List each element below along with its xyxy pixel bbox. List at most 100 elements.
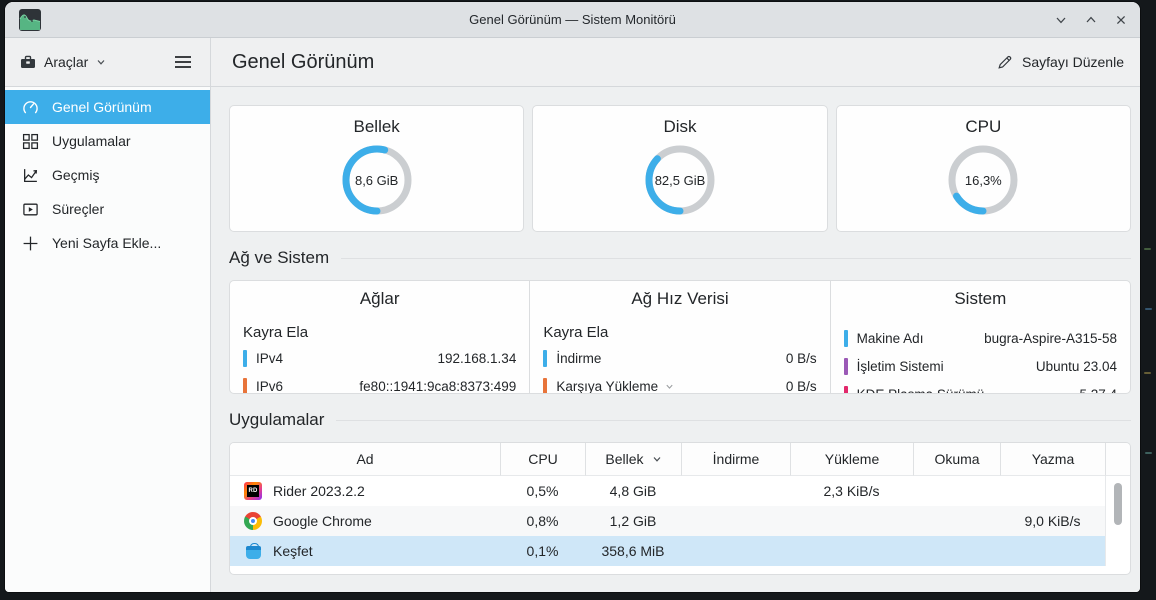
column-header-write[interactable]: Yazma bbox=[1000, 443, 1105, 476]
processes-icon bbox=[22, 201, 39, 218]
cell-download bbox=[681, 536, 790, 566]
cell-cpu: 0,8% bbox=[500, 506, 585, 536]
table-header-row: Ad CPU Bellek İndirme Yükleme Okuma Yazm… bbox=[230, 443, 1130, 476]
sensor-color-bar bbox=[843, 385, 848, 393]
hamburger-menu-icon[interactable] bbox=[170, 51, 196, 73]
applications-table: Ad CPU Bellek İndirme Yükleme Okuma Yazm… bbox=[229, 442, 1131, 575]
table-row-discover[interactable]: Keşfet 0,1% 358,6 MiB bbox=[230, 536, 1130, 566]
column-header-spacer bbox=[1105, 443, 1130, 476]
sensor-row-upload: Karşıya Yükleme 0 B/s bbox=[543, 372, 817, 393]
sidebar: Araçlar bbox=[5, 38, 211, 592]
sidebar-item-processes[interactable]: Süreçler bbox=[5, 192, 210, 226]
gauge-value: 16,3% bbox=[964, 172, 1002, 188]
tools-menu-label: Araçlar bbox=[44, 54, 89, 70]
column-title: Sistem bbox=[954, 289, 1007, 308]
network-system-card: Ağlar Kayra Ela IPv4 192.168.1.34 IPv6 bbox=[229, 280, 1131, 394]
page-title: Genel Görünüm bbox=[232, 50, 375, 73]
sensor-label: Karşıya Yükleme bbox=[556, 379, 674, 393]
table-row-rider[interactable]: RD Rider 2023.2.2 0,5% 4,8 GiB 2,3 KiB/s bbox=[230, 476, 1130, 506]
disk-gauge-card: Disk 82,5 GiB bbox=[532, 105, 828, 232]
overview-page: Bellek 8,6 GiB Disk bbox=[211, 87, 1140, 592]
rider-app-icon: RD bbox=[244, 482, 262, 500]
memory-gauge: 8,6 GiB bbox=[339, 142, 415, 218]
table-row-chrome[interactable]: Google Chrome 0,8% 1,2 GiB 9,0 KiB/s bbox=[230, 506, 1130, 536]
edit-page-label: Sayfayı Düzenle bbox=[1022, 54, 1124, 70]
maximize-button[interactable] bbox=[1084, 13, 1098, 27]
network-system-section-header: Ağ ve Sistem bbox=[229, 248, 1131, 268]
app-name: Google Chrome bbox=[273, 513, 372, 529]
sensor-label: IPv6 bbox=[256, 378, 284, 394]
section-title: Ağ ve Sistem bbox=[229, 248, 330, 267]
close-button[interactable] bbox=[1114, 13, 1128, 27]
section-title: Uygulamalar bbox=[229, 410, 325, 429]
column-header-upload[interactable]: Yükleme bbox=[790, 443, 913, 476]
cell-read bbox=[913, 506, 1000, 536]
cell-download bbox=[681, 506, 790, 536]
column-title: Ağlar bbox=[359, 289, 400, 308]
memory-gauge-card: Bellek 8,6 GiB bbox=[229, 105, 525, 232]
sensor-label: İşletim Sistemi bbox=[856, 358, 944, 374]
cell-cpu: 0,1% bbox=[500, 536, 585, 566]
cell-write bbox=[1000, 536, 1105, 566]
sidebar-item-label: Süreçler bbox=[52, 201, 105, 217]
sensor-label: KDE Plasma Sürümü bbox=[856, 386, 985, 394]
gauge-icon bbox=[22, 99, 39, 116]
network-speed-column: Ağ Hız Verisi Kayra Ela İndirme 0 B/s bbox=[529, 281, 829, 393]
app-icon bbox=[19, 8, 41, 31]
cell-upload bbox=[790, 536, 913, 566]
edit-page-button[interactable]: Sayfayı Düzenle bbox=[997, 54, 1124, 70]
column-title: Ağ Hız Verisi bbox=[631, 289, 729, 308]
sensor-label: IPv4 bbox=[256, 350, 284, 366]
network-group-label: Kayra Ela bbox=[543, 324, 609, 341]
sidebar-item-history[interactable]: Geçmiş bbox=[5, 158, 210, 192]
column-header-memory[interactable]: Bellek bbox=[585, 443, 681, 476]
titlebar[interactable]: Genel Görünüm — Sistem Monitörü bbox=[5, 2, 1140, 38]
sensor-value: fe80::1941:9ca8:8373:499 bbox=[359, 378, 517, 394]
column-header-download[interactable]: İndirme bbox=[681, 443, 790, 476]
sidebar-item-label: Geçmiş bbox=[52, 167, 100, 183]
content-toolbar: Genel Görünüm Sayfayı Düzenle bbox=[211, 38, 1140, 87]
sidebar-item-applications[interactable]: Uygulamalar bbox=[5, 124, 210, 158]
sensor-color-bar bbox=[243, 349, 247, 367]
history-chart-icon bbox=[22, 167, 39, 184]
sensor-value: bugra-Aspire-A315-58 bbox=[984, 330, 1117, 346]
scrollbar-gutter bbox=[1105, 536, 1130, 566]
network-group-label: Kayra Ela bbox=[243, 324, 309, 341]
sensor-color-bar bbox=[243, 377, 247, 393]
cell-memory: 1,2 GiB bbox=[585, 506, 681, 536]
sensor-value: 0 B/s bbox=[785, 350, 817, 366]
column-header-name[interactable]: Ad bbox=[230, 443, 500, 476]
minimize-button[interactable] bbox=[1054, 13, 1068, 27]
sidebar-item-add-page[interactable]: Yeni Sayfa Ekle... bbox=[5, 226, 210, 260]
sidebar-item-label: Uygulamalar bbox=[52, 133, 131, 149]
desktop-background-artifact bbox=[1145, 308, 1152, 310]
column-header-read[interactable]: Okuma bbox=[913, 443, 1000, 476]
cell-cpu: 0,5% bbox=[526, 483, 559, 499]
sensor-color-bar bbox=[843, 357, 848, 375]
chevron-down-icon bbox=[96, 57, 106, 67]
window-title: Genel Görünüm — Sistem Monitörü bbox=[469, 12, 676, 27]
cell-write: 9,0 KiB/s bbox=[1000, 506, 1105, 536]
sensor-row-plasma-version: KDE Plasma Sürümü 5.27.4 bbox=[843, 380, 1117, 394]
gauge-value: 82,5 GiB bbox=[654, 172, 706, 188]
applications-section-header: Uygulamalar bbox=[229, 410, 1131, 430]
app-name: Rider 2023.2.2 bbox=[273, 483, 365, 499]
gauge-title: Disk bbox=[663, 117, 697, 136]
plus-icon bbox=[22, 235, 39, 252]
cell-memory: 4,8 GiB bbox=[609, 483, 657, 499]
sort-chevron-down-icon bbox=[652, 454, 662, 464]
discover-app-icon bbox=[244, 542, 262, 560]
table-scrollbar[interactable] bbox=[1114, 483, 1122, 525]
sensor-row-ipv6: IPv6 fe80::1941:9ca8:8373:499 bbox=[243, 372, 517, 394]
sensor-color-bar bbox=[843, 329, 848, 347]
tools-menu-button[interactable]: Araçlar bbox=[20, 54, 106, 70]
cell-read bbox=[913, 476, 1000, 506]
column-header-cpu[interactable]: CPU bbox=[500, 443, 585, 476]
system-monitor-window: Genel Görünüm — Sistem Monitörü bbox=[5, 2, 1140, 592]
sidebar-item-overview[interactable]: Genel Görünüm bbox=[5, 90, 210, 124]
sensor-row-hostname: Makine Adı bugra-Aspire-A315-58 bbox=[843, 324, 1117, 352]
cell-download bbox=[681, 476, 790, 506]
cell-upload bbox=[790, 506, 913, 536]
sensor-row-ipv4: IPv4 192.168.1.34 bbox=[243, 344, 516, 372]
section-divider bbox=[336, 419, 1131, 421]
